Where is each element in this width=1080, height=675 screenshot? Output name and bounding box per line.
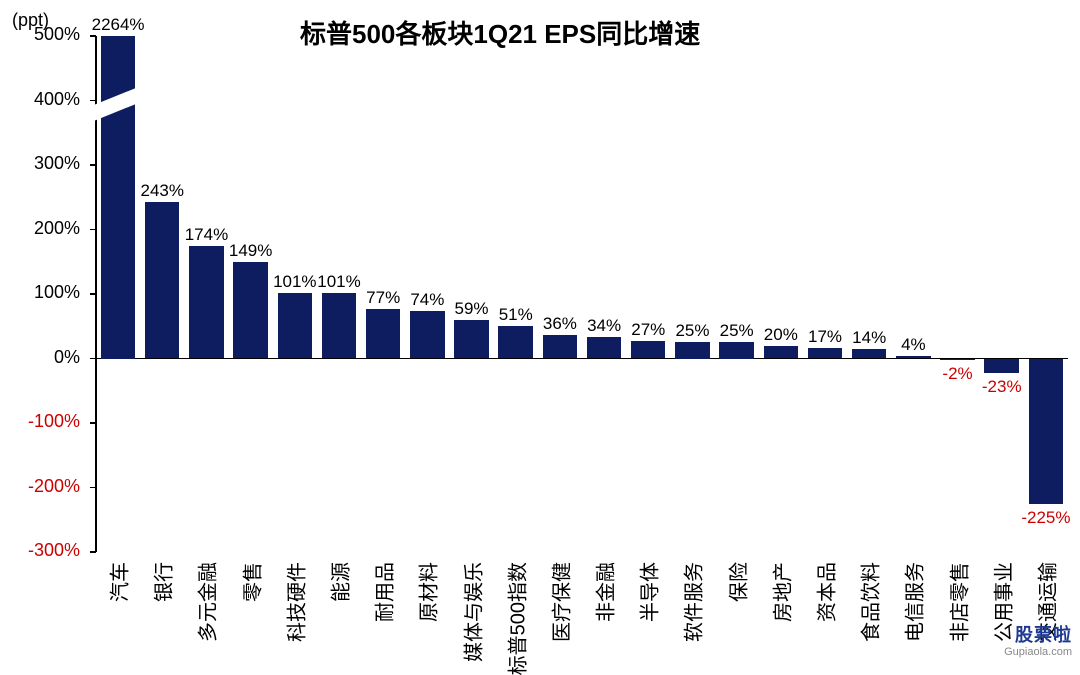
category-label: 医疗保健 — [545, 562, 574, 642]
category-label: 电信服务 — [899, 562, 928, 642]
y-tick-label: 100% — [0, 282, 80, 303]
bar-value-label: 25% — [720, 321, 754, 341]
bar — [852, 349, 886, 358]
bar-value-label: 4% — [901, 335, 926, 355]
y-tick-label: 400% — [0, 89, 80, 110]
y-tick-label: -200% — [0, 476, 80, 497]
bar — [1029, 359, 1063, 504]
category-label: 软件服务 — [678, 562, 707, 642]
bar — [940, 359, 974, 361]
bar-value-label: 27% — [631, 320, 665, 340]
y-tick-label: 500% — [0, 24, 80, 45]
bar — [322, 293, 356, 358]
bar — [189, 246, 223, 358]
category-label: 科技硬件 — [280, 562, 309, 642]
bar — [366, 309, 400, 359]
bar-value-label: 51% — [499, 305, 533, 325]
bar — [764, 346, 798, 359]
bar-value-label: 14% — [852, 328, 886, 348]
category-label: 银行 — [148, 562, 177, 602]
bar-value-label: 101% — [317, 272, 360, 292]
bar — [145, 202, 179, 359]
watermark-en: Gupiaola.com — [1004, 646, 1072, 658]
category-label: 耐用品 — [369, 562, 398, 622]
y-tick-label: -300% — [0, 540, 80, 561]
bar — [631, 341, 665, 358]
bar — [410, 311, 444, 359]
bar — [278, 293, 312, 358]
bar — [543, 335, 577, 358]
category-label: 半导体 — [634, 562, 663, 622]
bar — [101, 36, 135, 359]
category-label: 能源 — [325, 562, 354, 602]
bar-value-label: -2% — [942, 364, 972, 384]
category-label: 食品饮料 — [855, 562, 884, 642]
category-label: 原材料 — [413, 562, 442, 622]
bar-value-label: 243% — [141, 181, 184, 201]
category-label: 房地产 — [766, 562, 795, 622]
bar-value-label: -23% — [982, 377, 1022, 397]
y-tick-label: 300% — [0, 153, 80, 174]
bar-value-label: 17% — [808, 327, 842, 347]
bar — [719, 342, 753, 358]
y-tick-label: 0% — [0, 347, 80, 368]
category-label: 非店零售 — [943, 562, 972, 642]
bar-value-label: 20% — [764, 325, 798, 345]
bar-value-label: 34% — [587, 316, 621, 336]
bar — [896, 356, 930, 359]
y-tick-label: -100% — [0, 411, 80, 432]
watermark: 股票啦 Gupiaola.com — [1004, 626, 1072, 658]
category-label: 媒体与娱乐 — [457, 562, 486, 662]
bar-value-label: 174% — [185, 225, 228, 245]
bar — [498, 326, 532, 359]
bar-value-label: 74% — [410, 290, 444, 310]
category-label: 保险 — [722, 562, 751, 602]
y-tick-label: 200% — [0, 218, 80, 239]
category-label: 标普500指数 — [501, 562, 530, 675]
bar — [808, 348, 842, 359]
category-label: 零售 — [236, 562, 265, 602]
bar-value-label: 77% — [366, 288, 400, 308]
bar — [454, 320, 488, 358]
category-label: 汽车 — [104, 562, 133, 602]
chart-title: 标普500各板块1Q21 EPS同比增速 — [300, 14, 700, 51]
bar — [675, 342, 709, 358]
category-label: 非金融 — [590, 562, 619, 622]
category-label: 资本品 — [811, 562, 840, 622]
bar — [233, 262, 267, 358]
bar — [587, 337, 621, 359]
watermark-cn: 股票啦 — [1004, 626, 1072, 646]
bar-value-label: 149% — [229, 241, 272, 261]
bar — [984, 359, 1018, 374]
bar-value-label: 25% — [675, 321, 709, 341]
category-label: 多元金融 — [192, 562, 221, 642]
bar-value-label: 2264% — [92, 15, 145, 35]
bar-value-label: 59% — [455, 299, 489, 319]
bar-value-label: 101% — [273, 272, 316, 292]
bar-chart: 标普500各板块1Q21 EPS同比增速(ppt)-300%-200%-100%… — [0, 0, 1080, 662]
bar-value-label: -225% — [1021, 508, 1070, 528]
bar-value-label: 36% — [543, 314, 577, 334]
